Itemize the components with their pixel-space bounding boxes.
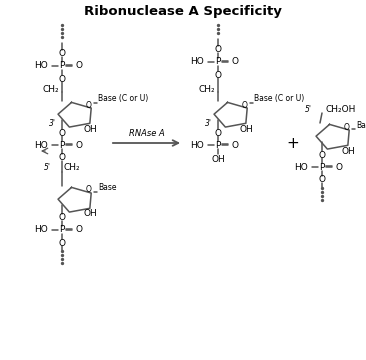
- Text: P: P: [59, 140, 65, 149]
- Text: P: P: [59, 62, 65, 71]
- Text: HO: HO: [190, 140, 204, 149]
- Text: OH: OH: [83, 210, 97, 219]
- Text: O: O: [59, 129, 66, 138]
- Text: OH: OH: [83, 125, 97, 134]
- Text: O: O: [232, 58, 239, 67]
- Text: O: O: [232, 140, 239, 149]
- Text: 3': 3': [49, 118, 56, 127]
- Text: O: O: [59, 213, 66, 222]
- Text: Base: Base: [356, 121, 366, 130]
- Text: 5': 5': [305, 104, 312, 113]
- Text: Base (C or U): Base (C or U): [98, 94, 148, 104]
- Text: O: O: [76, 225, 83, 234]
- Text: O: O: [318, 175, 325, 184]
- Text: OH: OH: [341, 147, 355, 156]
- Text: OH: OH: [239, 125, 253, 134]
- Text: O: O: [242, 100, 248, 109]
- Text: CH₂: CH₂: [198, 85, 215, 94]
- Text: O: O: [336, 162, 343, 171]
- Text: HO: HO: [190, 58, 204, 67]
- Text: O: O: [76, 62, 83, 71]
- Text: O: O: [344, 122, 350, 131]
- Text: +: +: [287, 135, 299, 150]
- Text: O: O: [318, 150, 325, 159]
- Text: P: P: [59, 225, 65, 234]
- Text: RNAse A: RNAse A: [129, 130, 165, 139]
- Text: O: O: [214, 71, 221, 80]
- Text: O: O: [59, 75, 66, 84]
- Text: O: O: [214, 45, 221, 54]
- Text: 5': 5': [44, 162, 51, 171]
- Text: HO: HO: [34, 140, 48, 149]
- Text: Ribonuclease A Specificity: Ribonuclease A Specificity: [84, 5, 282, 18]
- Text: HO: HO: [294, 162, 308, 171]
- Text: P: P: [319, 162, 325, 171]
- Text: CH₂: CH₂: [42, 85, 59, 94]
- Text: O: O: [214, 129, 221, 138]
- Text: P: P: [215, 140, 221, 149]
- Text: HO: HO: [34, 62, 48, 71]
- Text: 3': 3': [205, 118, 212, 127]
- Text: O: O: [59, 153, 66, 162]
- Text: O: O: [59, 238, 66, 248]
- Text: CH₂OH: CH₂OH: [326, 104, 356, 113]
- Text: HO: HO: [34, 225, 48, 234]
- Text: O: O: [86, 100, 92, 109]
- Text: Base (C or U): Base (C or U): [254, 94, 304, 104]
- Text: OH: OH: [211, 154, 225, 163]
- Text: P: P: [215, 58, 221, 67]
- Text: O: O: [86, 185, 92, 194]
- Text: CH₂: CH₂: [63, 162, 80, 171]
- Text: Base: Base: [98, 184, 116, 193]
- Text: O: O: [76, 140, 83, 149]
- Text: O: O: [59, 49, 66, 58]
